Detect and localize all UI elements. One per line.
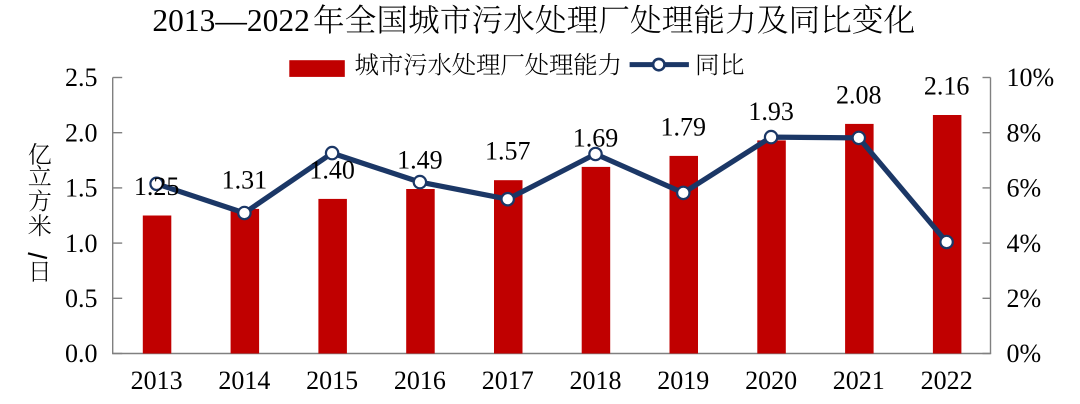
svg-text:2.08: 2.08 [836,80,882,109]
svg-text:2014: 2014 [218,366,270,395]
svg-text:1.5: 1.5 [65,174,98,203]
svg-text:2.5: 2.5 [65,63,98,92]
svg-text:2%: 2% [1007,284,1042,313]
svg-text:1.93: 1.93 [748,97,794,126]
svg-text:1.0: 1.0 [65,229,98,258]
svg-text:2016: 2016 [394,366,446,395]
svg-text:0.0: 0.0 [65,339,98,368]
svg-text:2021: 2021 [833,366,885,395]
svg-text:1.79: 1.79 [661,112,707,141]
svg-text:2020: 2020 [745,366,797,395]
svg-text:8%: 8% [1007,118,1042,147]
svg-text:1.57: 1.57 [485,137,531,166]
svg-text:10%: 10% [1007,63,1055,92]
svg-text:2018: 2018 [570,366,622,395]
svg-text:2017: 2017 [482,366,534,395]
svg-text:2013—2022: 2013—2022 [152,3,310,38]
svg-text:6%: 6% [1007,174,1042,203]
svg-text:2019: 2019 [657,366,709,395]
svg-text:0.5: 0.5 [65,284,98,313]
svg-text:1.31: 1.31 [222,165,268,194]
svg-text:2015: 2015 [306,366,358,395]
svg-text:0%: 0% [1007,339,1042,368]
svg-text:1.69: 1.69 [573,123,619,152]
svg-text:2022: 2022 [921,366,973,395]
svg-text:4%: 4% [1007,229,1042,258]
svg-text:2013: 2013 [131,366,183,395]
svg-text:1.49: 1.49 [397,146,443,175]
svg-text:2.16: 2.16 [924,72,970,101]
svg-text:1.40: 1.40 [309,155,355,184]
svg-text:1.25: 1.25 [134,172,180,201]
svg-text:2.0: 2.0 [65,118,98,147]
